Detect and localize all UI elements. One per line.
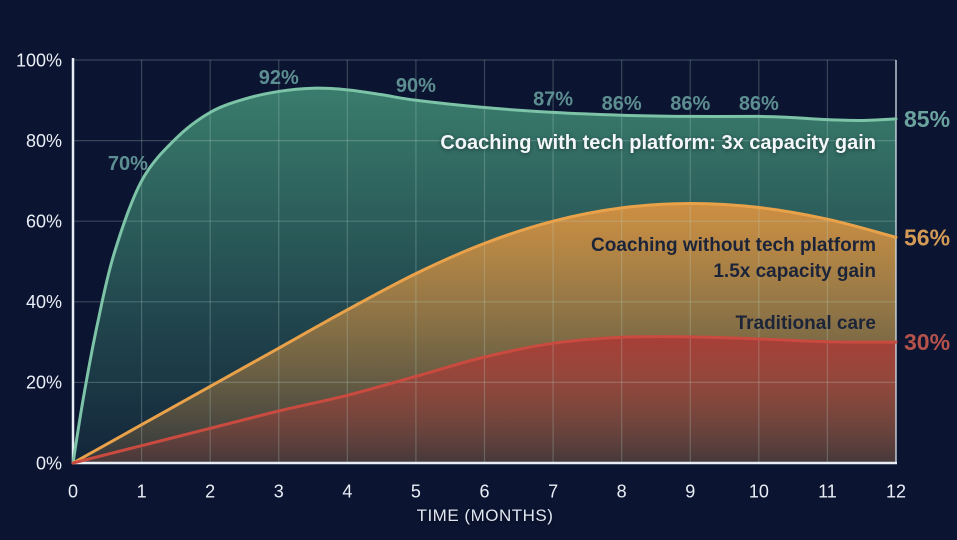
y-tick-label: 40% [26,292,62,312]
x-tick-label: 7 [548,481,558,501]
data-point-label: 86% [739,93,779,115]
x-tick-label: 0 [68,481,78,501]
series-line-0 [71,86,898,465]
x-tick-label: 8 [617,481,627,501]
series-line-1 [71,201,898,465]
y-tick-label: 0% [36,453,62,473]
data-point-label: 90% [396,75,436,97]
x-tick-label: 11 [818,481,837,501]
series-area-2 [73,336,896,463]
x-tick-label: 10 [749,481,769,501]
x-tick-label: 12 [886,481,906,501]
data-point-label: 86% [670,93,710,115]
series-label-no-tech-line2: 1.5x capacity gain [713,261,876,282]
series-end-value-label: 56% [904,224,950,250]
y-tick-label: 80% [26,131,62,151]
x-axis-title: TIME (MONTHS) [416,506,554,525]
y-tick-label: 60% [26,212,62,232]
series-label-traditional-care: Traditional care [735,313,876,334]
x-tick-label: 4 [342,481,352,501]
data-point-label: 86% [602,93,642,115]
series-line-2 [71,335,898,465]
y-tick-label: 100% [16,50,62,70]
x-tick-label: 6 [479,481,489,501]
y-tick-label: 20% [26,373,62,393]
series-end-value-label: 30% [904,329,950,355]
x-tick-label: 2 [205,481,215,501]
series-end-value-label: 85% [904,106,950,132]
data-point-label: 87% [533,88,573,110]
series-label-no-tech-platform: Coaching without tech platform 1.5x capa… [591,233,876,285]
x-tick-label: 3 [274,481,284,501]
data-point-label: 70% [108,153,148,175]
data-point-label: 92% [259,67,299,89]
series-label-tech-platform: Coaching with tech platform: 3x capacity… [440,132,876,154]
x-tick-label: 9 [685,481,695,501]
series-label-no-tech-line1: Coaching without tech platform [591,235,876,256]
x-tick-label: 1 [137,481,147,501]
x-tick-label: 5 [411,481,421,501]
